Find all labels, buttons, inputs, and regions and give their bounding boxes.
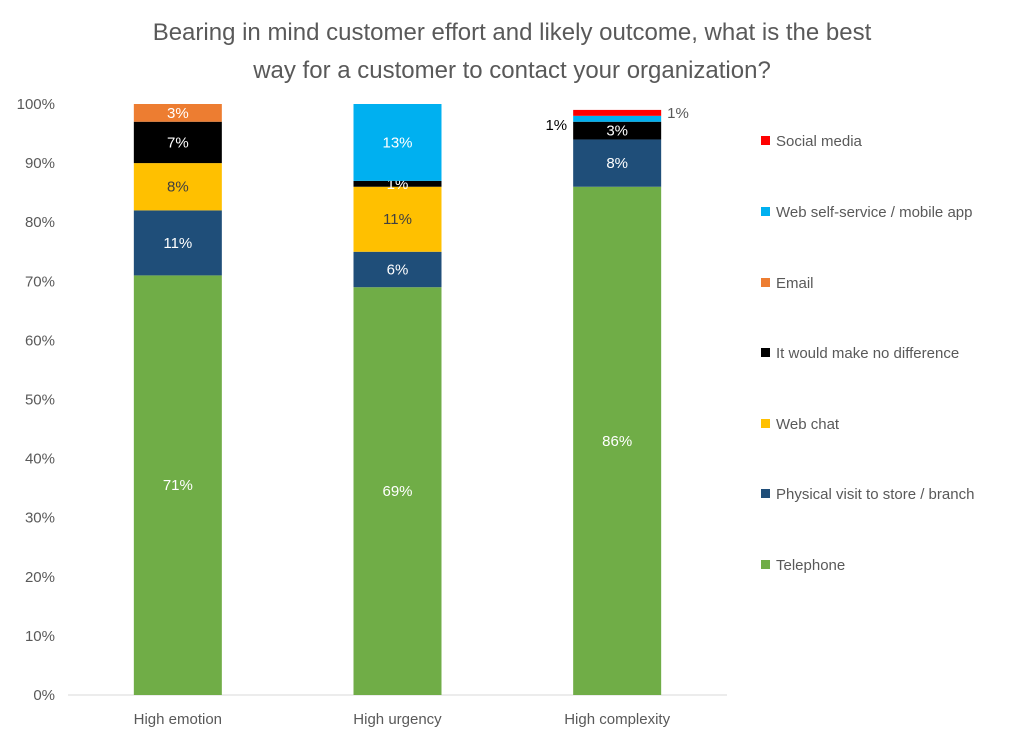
data-label: 69% — [382, 483, 412, 500]
bar-segment — [353, 287, 442, 695]
legend-label: Email — [776, 275, 814, 292]
bar-segment — [353, 251, 442, 288]
legend-label: Telephone — [776, 557, 845, 574]
legend-marker — [761, 560, 770, 569]
data-label: 8% — [606, 155, 628, 172]
bar-segment — [353, 104, 442, 181]
y-tick-label: 30% — [25, 510, 55, 527]
y-tick-label: 20% — [25, 569, 55, 586]
legend-label: Social media — [776, 133, 863, 150]
legend-label: It would make no difference — [776, 345, 959, 362]
x-tick-label: High complexity — [564, 711, 670, 728]
bar-segment — [353, 186, 442, 252]
bar-segment — [133, 210, 222, 276]
bar-segment — [573, 186, 662, 696]
data-label: 8% — [167, 179, 189, 196]
legend-label: Physical visit to store / branch — [776, 486, 974, 503]
legend-label: Web chat — [776, 416, 840, 433]
legend-marker — [761, 489, 770, 498]
y-tick-label: 10% — [25, 628, 55, 645]
bar-segment — [573, 121, 662, 140]
y-tick-label: 40% — [25, 451, 55, 468]
data-label: 11% — [383, 211, 412, 228]
bar-segment — [353, 180, 442, 187]
data-label: 3% — [167, 105, 189, 122]
bar-segment — [573, 115, 662, 122]
data-label: 71% — [163, 477, 193, 494]
data-label: 1% — [667, 105, 689, 122]
y-tick-label: 90% — [25, 155, 55, 172]
x-tick-label: High emotion — [134, 711, 222, 728]
legend-marker — [761, 136, 770, 145]
chart-title-line-1: Bearing in mind customer effort and like… — [153, 19, 872, 46]
y-tick-label: 70% — [25, 273, 55, 290]
data-label: 1% — [545, 117, 567, 134]
data-label: 3% — [606, 123, 628, 140]
data-label: 11% — [163, 235, 192, 252]
data-label: 86% — [602, 433, 632, 450]
y-tick-label: 100% — [17, 96, 55, 113]
bar-segment — [573, 109, 662, 116]
legend-marker — [761, 278, 770, 287]
y-tick-label: 50% — [25, 392, 55, 409]
chart-title-line-2: way for a customer to contact your organ… — [252, 57, 771, 84]
bar-segment — [573, 139, 662, 187]
data-label: 7% — [167, 134, 189, 151]
data-label: 13% — [382, 134, 412, 151]
y-tick-label: 80% — [25, 214, 55, 231]
bar-segment — [133, 275, 222, 695]
data-label: 6% — [387, 261, 409, 278]
bar-segment — [133, 104, 222, 122]
legend-marker — [761, 207, 770, 216]
bar-segment — [133, 121, 222, 164]
legend-marker — [761, 419, 770, 428]
y-tick-label: 0% — [33, 687, 55, 704]
legend-marker — [761, 348, 770, 357]
bar-segment — [133, 163, 222, 211]
legend-label: Web self-service / mobile app — [776, 204, 972, 221]
y-tick-label: 60% — [25, 332, 55, 349]
x-tick-label: High urgency — [353, 711, 442, 728]
